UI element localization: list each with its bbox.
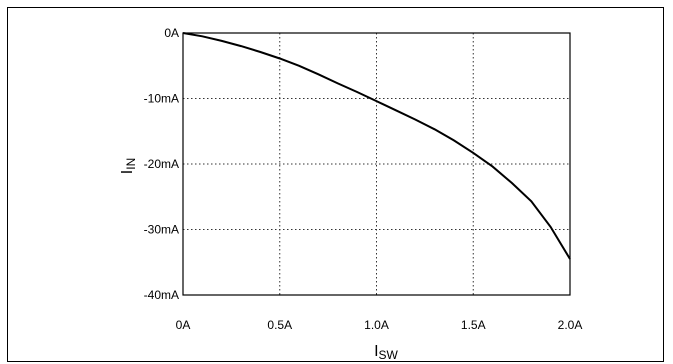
x-tick-label: 2.0A xyxy=(558,318,583,332)
grid xyxy=(183,33,570,295)
y-tick-label: -10mA xyxy=(144,92,179,106)
y-tick-label: -40mA xyxy=(144,288,179,302)
chart-frame xyxy=(7,7,664,362)
y-tick-label: -30mA xyxy=(144,223,179,237)
x-tick-label: 0A xyxy=(176,318,191,332)
x-tick-label: 1.0A xyxy=(364,318,389,332)
x-tick-label: 0.5A xyxy=(267,318,292,332)
y-tick-labels: 0A -10mA -20mA -30mA -40mA xyxy=(144,26,179,302)
y-tick-label: 0A xyxy=(164,26,179,40)
x-tick-labels: 0A 0.5A 1.0A 1.5A 2.0A xyxy=(176,318,583,332)
series-line xyxy=(182,32,571,260)
y-tick-label: -20mA xyxy=(144,157,179,171)
x-axis-title: ISW xyxy=(374,343,398,362)
x-tick-label: 1.5A xyxy=(461,318,486,332)
y-axis-title: IIN xyxy=(119,158,138,174)
plot-area xyxy=(182,32,571,296)
